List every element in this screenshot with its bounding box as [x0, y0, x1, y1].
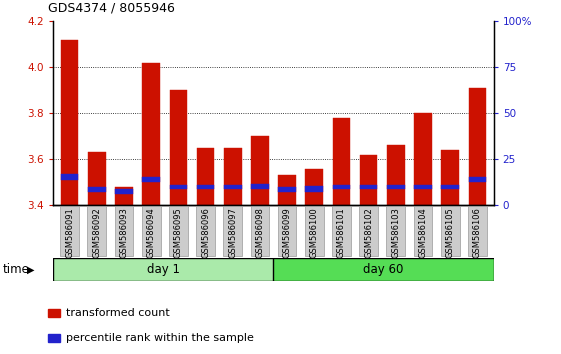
Bar [251, 184, 269, 189]
Text: GSM586097: GSM586097 [228, 207, 237, 258]
FancyBboxPatch shape [441, 206, 459, 256]
Bar [53, 258, 274, 281]
FancyBboxPatch shape [359, 206, 378, 256]
Bar [224, 148, 242, 205]
Bar [197, 184, 214, 189]
Bar [442, 184, 459, 189]
Bar [305, 169, 323, 205]
FancyBboxPatch shape [305, 206, 324, 256]
Bar [278, 187, 296, 192]
Bar [333, 118, 350, 205]
Text: GSM586101: GSM586101 [337, 207, 346, 258]
Text: GSM586091: GSM586091 [65, 207, 74, 258]
Bar [142, 63, 160, 205]
Bar [224, 184, 242, 189]
Bar [88, 187, 105, 192]
Text: GSM586096: GSM586096 [201, 207, 210, 258]
Bar [48, 309, 60, 317]
FancyBboxPatch shape [142, 206, 160, 256]
Text: time: time [3, 263, 30, 276]
Bar [169, 184, 187, 189]
Text: GSM586094: GSM586094 [146, 207, 155, 258]
Bar [387, 184, 404, 189]
Text: transformed count: transformed count [66, 308, 169, 318]
FancyBboxPatch shape [88, 206, 106, 256]
FancyBboxPatch shape [278, 206, 296, 256]
Bar [88, 152, 105, 205]
Text: ▶: ▶ [27, 265, 34, 275]
Text: GDS4374 / 8055946: GDS4374 / 8055946 [48, 1, 174, 14]
Bar [169, 90, 187, 205]
Text: GSM586103: GSM586103 [392, 207, 401, 258]
FancyBboxPatch shape [387, 206, 405, 256]
FancyBboxPatch shape [196, 206, 215, 256]
FancyBboxPatch shape [223, 206, 242, 256]
Bar [115, 189, 133, 194]
Bar [305, 187, 323, 192]
FancyBboxPatch shape [60, 206, 79, 256]
Bar [197, 148, 214, 205]
Bar [278, 175, 296, 205]
Bar [61, 40, 79, 205]
Bar [48, 334, 60, 342]
Text: GSM586104: GSM586104 [419, 207, 427, 258]
Bar [360, 155, 378, 205]
FancyBboxPatch shape [413, 206, 433, 256]
Bar [251, 136, 269, 205]
Text: GSM586106: GSM586106 [473, 207, 482, 258]
Text: day 1: day 1 [147, 263, 180, 276]
Bar [142, 177, 160, 182]
Text: GSM586095: GSM586095 [174, 207, 183, 258]
Bar [333, 184, 350, 189]
Bar [387, 145, 404, 205]
Bar [414, 184, 432, 189]
Text: GSM586102: GSM586102 [364, 207, 373, 258]
Text: GSM586100: GSM586100 [310, 207, 319, 258]
Text: percentile rank within the sample: percentile rank within the sample [66, 333, 254, 343]
FancyBboxPatch shape [468, 206, 487, 256]
Text: day 60: day 60 [364, 263, 404, 276]
Text: GSM586092: GSM586092 [93, 207, 102, 258]
FancyBboxPatch shape [114, 206, 134, 256]
FancyBboxPatch shape [251, 206, 269, 256]
Bar [115, 187, 133, 205]
Text: GSM586098: GSM586098 [255, 207, 264, 258]
Bar [468, 88, 486, 205]
FancyBboxPatch shape [332, 206, 351, 256]
Bar [442, 150, 459, 205]
Bar [61, 174, 79, 180]
Bar [274, 258, 494, 281]
FancyBboxPatch shape [169, 206, 188, 256]
Text: GSM586105: GSM586105 [445, 207, 454, 258]
Text: GSM586093: GSM586093 [119, 207, 128, 258]
Text: GSM586099: GSM586099 [283, 207, 292, 258]
Bar [468, 177, 486, 182]
Bar [414, 113, 432, 205]
Bar [360, 184, 378, 189]
